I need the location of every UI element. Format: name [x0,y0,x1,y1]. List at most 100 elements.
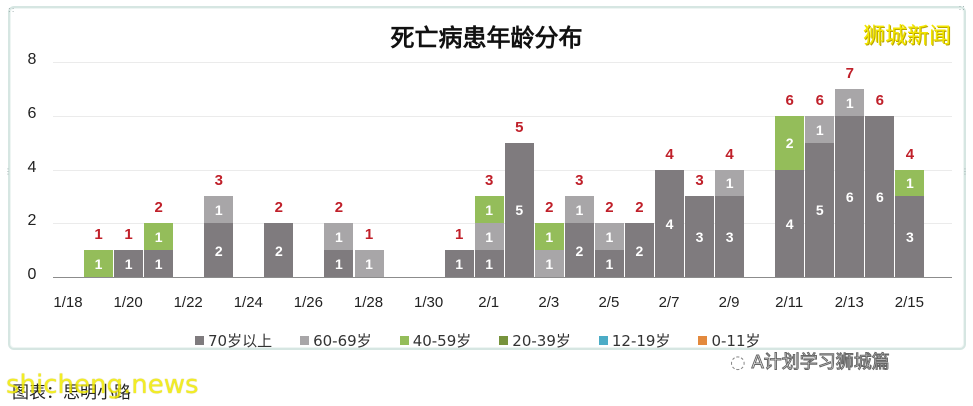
legend: 70岁以上 60-69岁 40-59岁 20-39岁 12-19岁 0-11岁 [195,330,789,351]
x-tick-label: 1/18 [53,294,83,311]
bar-segment-60-69: 1 [805,115,835,143]
bar-segment-70+: 2 [264,223,294,277]
bar-total-label: 6 [815,91,824,109]
legend-label: 20-39岁 [512,332,571,350]
bar-total-label: 1 [94,226,103,244]
legend-label: 0-11岁 [711,332,761,350]
bar-segment-70+: 4 [775,169,805,277]
bar-segment-60-69: 1 [835,88,865,116]
x-tick-label: 2/7 [658,294,680,311]
bar-segment-60-69: 1 [474,223,504,251]
legend-item-12-19: 12-19岁 [598,330,671,351]
brand-logo-text: 狮城新闻 [862,24,951,49]
legend-item-0-11: 0-11岁 [698,330,761,351]
bar-total-label: 3 [575,172,584,190]
x-tick-label: 2/13 [834,294,864,311]
y-tick-label: 2 [27,212,37,230]
bar-total-label: 2 [334,199,344,217]
x-tick-label: 2/9 [718,294,740,311]
legend-swatch [698,336,708,345]
bar-segment-60-69: 1 [354,250,384,277]
bar-segment-70+: 2 [564,223,594,277]
bar-total-label: 1 [454,226,464,244]
legend-swatch [300,336,310,345]
bar-segment-60-69: 1 [715,169,745,197]
bar-segment-70+: 6 [865,115,895,277]
bar-segment-70+: 2 [204,223,234,277]
resize-handle-right[interactable]: ⋮ [961,167,970,176]
bar-total-label: 2 [274,199,284,217]
bar-segment-70+: 1 [144,250,174,277]
bar-total-label: 1 [124,226,133,244]
legend-swatch [399,336,409,345]
x-tick-label: 1/22 [173,294,203,311]
y-tick-label: 8 [27,51,37,68]
chart-credit: 图表：思明小路 shicheng.news [6,370,199,403]
legend-label: 70岁以上 [208,332,273,350]
bar-segment-70+: 3 [685,196,715,277]
bar-segment-40-59: 1 [474,196,504,224]
bar-segment-40-59: 2 [775,115,805,170]
bar-segment-70+: 4 [655,169,684,277]
resize-handle-top-right[interactable]: :: [958,3,966,12]
bar-segment-60-69: 1 [534,250,564,277]
x-tick-label: 2/1 [478,294,500,311]
bar-total-label: 7 [845,64,854,82]
bar-segment-40-59: 1 [895,169,925,197]
x-tick-label: 2/3 [538,294,560,311]
x-axis-line [53,277,952,278]
bar-total-label: 6 [785,91,794,109]
bar-segment-70+: 1 [444,250,474,277]
x-tick-label: 1/28 [353,294,384,311]
bar-total-label: 4 [905,145,915,163]
gridline [53,115,952,117]
bar-segment-70+: 1 [324,250,354,277]
gridline [53,62,952,63]
bar-total-label: 6 [875,91,885,109]
y-tick-label: 4 [27,158,37,176]
x-tick-label: 2/11 [775,294,804,311]
legend-swatch [499,336,509,345]
bar-total-label: 2 [154,199,163,217]
wechat-account-name: A计划学习狮城篇 [751,352,890,374]
x-tick-label: 1/26 [293,294,323,311]
legend-swatch [195,336,204,345]
bar-total-label: 1 [364,226,374,244]
legend-swatch [598,336,608,345]
bar-total-label: 2 [635,199,644,217]
wechat-icon: ◌ [730,352,746,373]
legend-item-40-59: 40-59岁 [399,330,472,351]
bar-segment-70+: 5 [805,142,835,277]
bar-segment-60-69: 1 [564,196,594,224]
x-tick-label: 1/30 [413,294,444,311]
x-tick-label: 1/24 [233,294,263,311]
legend-item-70+: 70岁以上 [195,330,272,351]
bar-total-label: 2 [545,199,554,217]
y-tick-label: 0 [27,266,37,283]
chart-title: 死亡病患年龄分布 [390,24,583,52]
legend-item-20-39: 20-39岁 [499,330,571,351]
resize-handle-left[interactable]: ⋮ [4,167,13,176]
bar-segment-70+: 3 [715,196,745,277]
x-tick-label: 2/5 [598,294,620,311]
bar-segment-40-59: 1 [144,223,174,251]
gridline [53,169,952,171]
legend-item-60-69: 60-69岁 [300,330,372,351]
x-tick-label: 2/15 [894,294,924,311]
bar-segment-70+: 5 [504,142,534,277]
bar-segment-60-69: 1 [204,196,234,224]
bar-segment-70+: 1 [474,250,504,277]
chart-credit-text: 图表：思明小路 [12,383,131,403]
bar-segment-70+: 1 [594,250,624,277]
bar-total-label: 4 [665,145,674,163]
resize-handle-top-left[interactable]: :: [8,5,16,14]
bar-total-label: 2 [605,199,614,217]
bar-segment-70+: 2 [624,223,654,277]
bar-segment-40-59: 1 [534,223,564,251]
bar-total-label: 5 [515,118,524,136]
legend-label: 40-59岁 [412,332,472,350]
bar-segment-60-69: 1 [594,223,624,251]
legend-label: 12-19岁 [611,332,671,350]
bar-segment-70+: 1 [114,250,144,277]
